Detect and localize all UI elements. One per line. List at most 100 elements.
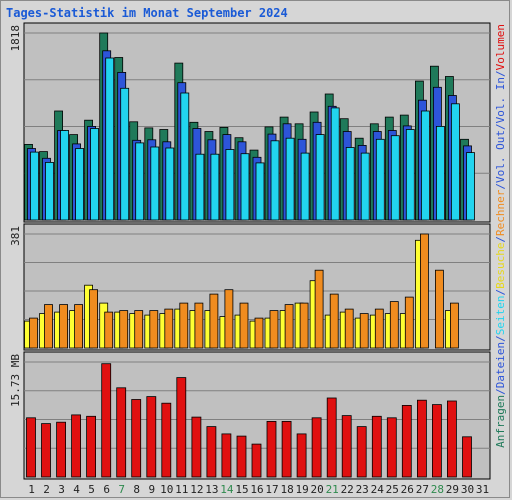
bar-volume-volumen-day-18 xyxy=(281,420,292,478)
legend-segment: / xyxy=(494,236,507,243)
bar-traffic-seiten-day-2 xyxy=(45,161,54,221)
panel-max-label: 15.73 MB xyxy=(9,354,22,407)
x-tick-label: 29 xyxy=(446,483,459,496)
x-tick-label: 20 xyxy=(310,483,323,496)
bar-volume-volumen-day-22 xyxy=(341,415,352,478)
bar-visits-rechner-day-22 xyxy=(344,308,354,349)
bar-volume-volumen-day-29 xyxy=(446,400,457,478)
bar-volume-volumen-day-30 xyxy=(462,436,472,478)
x-tick-label: 25 xyxy=(386,483,399,496)
bar-volume-volumen-day-8 xyxy=(131,399,142,478)
x-tick-label: 14 xyxy=(220,483,234,496)
bar-traffic-seiten-day-17 xyxy=(270,140,280,221)
bar-traffic-seiten-day-15 xyxy=(240,153,250,221)
bar-visits-rechner-day-17 xyxy=(269,310,279,349)
x-tick-label: 21 xyxy=(326,483,339,496)
bar-visits-rechner-day-13 xyxy=(209,293,219,349)
bar-volume-volumen-day-23 xyxy=(356,426,367,478)
bar-traffic-seiten-day-4 xyxy=(75,148,84,221)
x-tick-label: 3 xyxy=(58,483,65,496)
x-tick-label: 16 xyxy=(250,483,263,496)
legend-segment: Seiten xyxy=(494,296,507,336)
x-tick-label: 7 xyxy=(118,483,125,496)
bar-visits-rechner-day-20 xyxy=(314,269,324,349)
x-tick-label: 11 xyxy=(175,483,188,496)
x-tick-label: 24 xyxy=(371,483,385,496)
x-tick-label: 6 xyxy=(103,483,110,496)
bar-visits-rechner-day-7 xyxy=(119,310,129,349)
legend-segment: Dateien xyxy=(494,342,507,388)
x-tick-label: 22 xyxy=(341,483,354,496)
bar-visits-rechner-day-25 xyxy=(389,301,399,349)
legend-segment: / xyxy=(494,388,507,395)
bar-volume-volumen-day-20 xyxy=(311,417,322,478)
bar-volume-volumen-day-11 xyxy=(176,377,187,478)
x-tick-label: 31 xyxy=(476,483,489,496)
x-tick-label: 15 xyxy=(235,483,248,496)
bar-traffic-seiten-day-20 xyxy=(315,134,325,221)
bar-visits-rechner-day-3 xyxy=(59,304,68,349)
x-tick-label: 23 xyxy=(356,483,369,496)
bar-traffic-seiten-day-16 xyxy=(255,162,265,221)
x-tick-label: 28 xyxy=(431,483,444,496)
bar-volume-volumen-day-13 xyxy=(206,426,217,478)
bar-volume-volumen-day-16 xyxy=(251,443,262,478)
x-tick-label: 30 xyxy=(461,483,474,496)
bar-traffic-seiten-day-12 xyxy=(195,153,205,221)
x-tick-label: 8 xyxy=(133,483,140,496)
bar-volume-volumen-day-3 xyxy=(56,421,66,478)
legend-segment: Rechner xyxy=(494,189,507,236)
bar-traffic-seiten-day-27 xyxy=(420,110,430,221)
bar-volume-volumen-day-10 xyxy=(161,402,172,478)
bar-visits-rechner-day-27 xyxy=(419,233,429,349)
bar-traffic-seiten-day-18 xyxy=(285,137,295,221)
bar-volume-volumen-day-14 xyxy=(221,433,232,478)
x-tick-label: 5 xyxy=(88,483,95,496)
bar-traffic-seiten-day-13 xyxy=(210,153,220,221)
bar-traffic-seiten-day-10 xyxy=(165,147,175,221)
x-tick-label: 17 xyxy=(265,483,278,496)
bar-traffic-seiten-day-26 xyxy=(405,129,415,221)
bar-traffic-seiten-day-19 xyxy=(300,152,310,221)
bar-visits-rechner-day-8 xyxy=(134,310,144,349)
x-tick-label: 26 xyxy=(401,483,414,496)
legend-segment: Vol. Out xyxy=(494,130,507,183)
bar-volume-volumen-day-27 xyxy=(416,399,427,478)
bar-visits-rechner-day-29 xyxy=(449,302,459,349)
legend-segment: Besuche xyxy=(494,243,507,289)
bar-traffic-seiten-day-25 xyxy=(390,135,400,221)
x-tick-label: 18 xyxy=(280,483,293,496)
bar-visits-rechner-day-1 xyxy=(29,317,38,349)
bar-traffic-seiten-day-11 xyxy=(180,92,190,221)
bar-traffic-seiten-day-7 xyxy=(120,87,130,221)
bar-visits-rechner-day-23 xyxy=(359,313,369,349)
bar-volume-volumen-day-7 xyxy=(116,387,127,478)
x-tick-label: 4 xyxy=(73,483,80,496)
chart-title: Tages-Statistik im Monat September 2024 xyxy=(6,6,288,20)
bar-traffic-seiten-day-24 xyxy=(375,138,385,221)
legend-segment: Vol. In xyxy=(494,77,507,123)
bar-visits-rechner-day-6 xyxy=(104,311,114,349)
x-tick-label: 9 xyxy=(148,483,155,496)
bar-volume-volumen-day-12 xyxy=(191,416,202,478)
bar-visits-rechner-day-2 xyxy=(44,304,53,349)
bar-visits-rechner-day-26 xyxy=(404,296,414,349)
bar-visits-rechner-day-19 xyxy=(299,302,309,349)
bar-volume-volumen-day-2 xyxy=(41,423,51,478)
bar-volume-volumen-day-5 xyxy=(86,415,96,478)
bar-traffic-seiten-day-28 xyxy=(435,126,445,221)
bar-volume-volumen-day-9 xyxy=(146,396,157,478)
bar-visits-rechner-day-4 xyxy=(74,304,83,349)
legend-segment: Volumen xyxy=(494,24,507,70)
panel-max-label: 381 xyxy=(9,226,22,246)
bar-traffic-seiten-day-21 xyxy=(330,107,340,221)
bar-volume-volumen-day-28 xyxy=(431,404,442,478)
bar-visits-rechner-day-28 xyxy=(434,269,444,349)
bar-traffic-seiten-day-8 xyxy=(135,142,145,221)
legend-segment: / xyxy=(494,70,507,77)
bar-volume-volumen-day-6 xyxy=(101,363,112,478)
bar-traffic-seiten-day-5 xyxy=(90,128,99,221)
legend-segment: Anfragen xyxy=(494,395,507,448)
x-tick-label: 27 xyxy=(416,483,429,496)
bar-volume-volumen-day-25 xyxy=(386,417,397,478)
